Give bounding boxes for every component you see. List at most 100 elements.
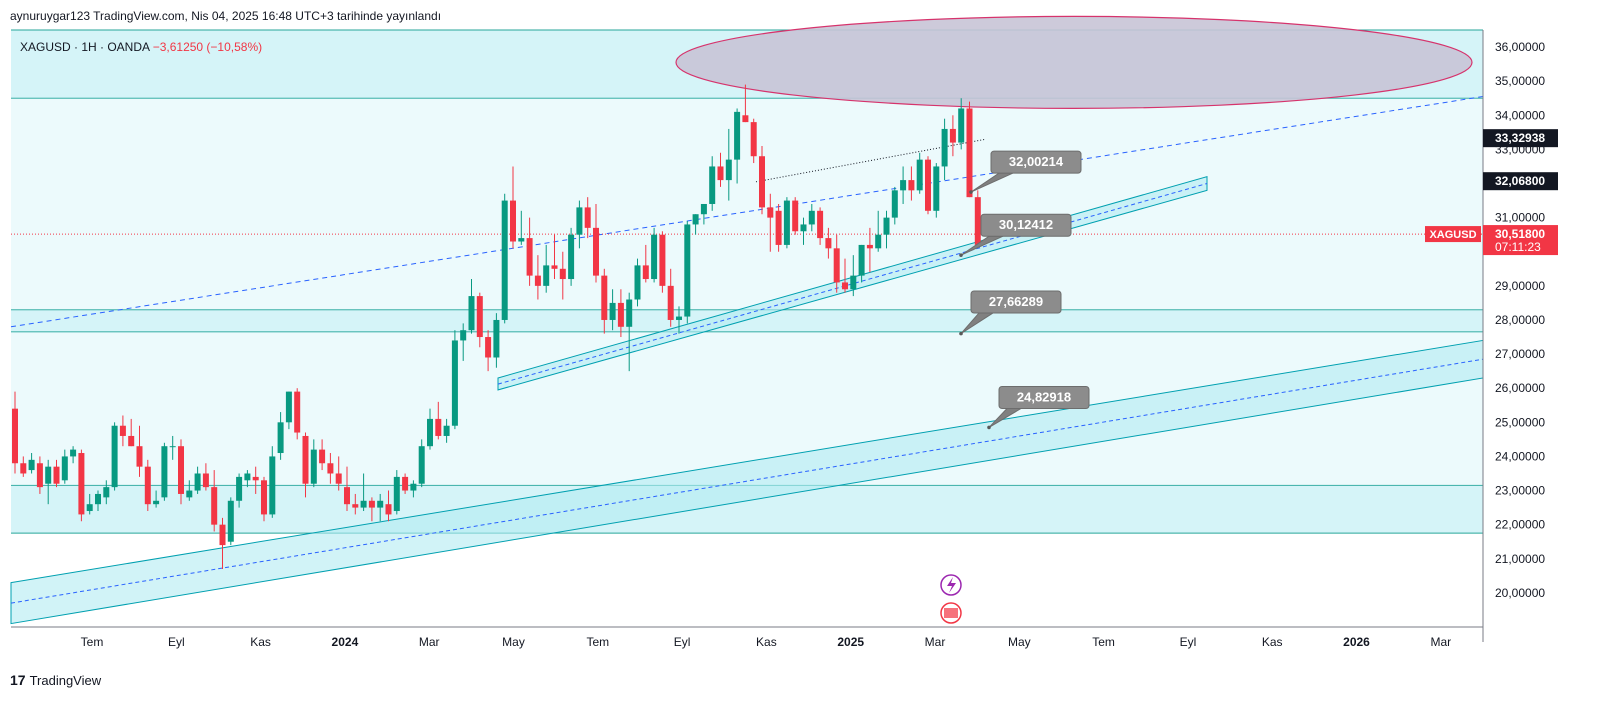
- candle[interactable]: [634, 258, 641, 307]
- candle[interactable]: [891, 186, 898, 225]
- candle[interactable]: [460, 323, 467, 361]
- candle[interactable]: [684, 221, 691, 324]
- candle[interactable]: [584, 197, 591, 239]
- candle[interactable]: [925, 156, 931, 215]
- candle[interactable]: [385, 490, 392, 522]
- candle[interactable]: [783, 197, 790, 249]
- candle[interactable]: [70, 446, 77, 464]
- chart-area[interactable]: 32,00214 30,12412 27,66289 24,82918 36,0000…: [10, 15, 1598, 649]
- candle[interactable]: [933, 163, 940, 218]
- candle[interactable]: [111, 422, 118, 491]
- candle[interactable]: [900, 166, 907, 204]
- candle[interactable]: [28, 453, 35, 474]
- candle[interactable]: [501, 193, 508, 324]
- candle[interactable]: [86, 493, 93, 515]
- candle[interactable]: [941, 118, 948, 181]
- candle[interactable]: [617, 289, 624, 338]
- price-callout[interactable]: 30,12412: [959, 213, 1072, 257]
- candle[interactable]: [244, 470, 251, 488]
- candle[interactable]: [136, 425, 143, 477]
- candle[interactable]: [20, 456, 27, 477]
- candle[interactable]: [202, 463, 209, 491]
- candle[interactable]: [717, 152, 724, 187]
- candle[interactable]: [808, 203, 815, 232]
- candle[interactable]: [468, 279, 475, 334]
- candle[interactable]: [344, 466, 350, 512]
- candle[interactable]: [443, 418, 450, 443]
- candle[interactable]: [310, 439, 317, 488]
- candle[interactable]: [842, 258, 848, 293]
- candle[interactable]: [211, 470, 218, 532]
- candle[interactable]: [252, 466, 259, 494]
- candle[interactable]: [958, 98, 965, 150]
- candle[interactable]: [219, 517, 226, 570]
- candle[interactable]: [36, 456, 43, 494]
- candle[interactable]: [659, 231, 666, 293]
- candle[interactable]: [45, 459, 52, 505]
- candle[interactable]: [302, 432, 309, 498]
- candle[interactable]: [128, 418, 135, 447]
- candle[interactable]: [526, 217, 533, 286]
- candle[interactable]: [402, 473, 409, 494]
- candle[interactable]: [850, 255, 857, 297]
- candle[interactable]: [236, 473, 243, 508]
- candle[interactable]: [775, 203, 782, 252]
- candle[interactable]: [534, 255, 541, 300]
- candle[interactable]: [651, 227, 658, 283]
- candle[interactable]: [194, 466, 201, 494]
- candle[interactable]: [833, 234, 840, 293]
- candle[interactable]: [676, 306, 682, 334]
- candle[interactable]: [493, 313, 500, 368]
- candle[interactable]: [800, 217, 807, 245]
- candle[interactable]: [817, 207, 824, 245]
- candle[interactable]: [227, 497, 234, 546]
- candle[interactable]: [974, 190, 981, 245]
- candle[interactable]: [642, 244, 649, 283]
- candle[interactable]: [485, 330, 492, 372]
- candle[interactable]: [559, 251, 566, 300]
- candle[interactable]: [435, 401, 442, 440]
- candle[interactable]: [767, 193, 774, 252]
- candle[interactable]: [269, 446, 276, 518]
- candle[interactable]: [144, 459, 151, 512]
- candle[interactable]: [667, 268, 674, 327]
- candle[interactable]: [792, 197, 799, 235]
- candle[interactable]: [510, 166, 516, 249]
- candle[interactable]: [78, 449, 85, 522]
- candle[interactable]: [95, 490, 101, 512]
- symbol-legend[interactable]: XAGUSD · 1H · OANDA −3,61250 (−10,58%): [20, 40, 262, 54]
- price-callout[interactable]: 27,66289: [959, 290, 1062, 336]
- candle[interactable]: [709, 156, 716, 211]
- footer-brand[interactable]: 17 TradingView: [10, 670, 101, 690]
- candle[interactable]: [410, 480, 417, 498]
- candle[interactable]: [742, 84, 749, 123]
- candle[interactable]: [169, 435, 176, 460]
- candles[interactable]: [12, 84, 981, 570]
- candle[interactable]: [626, 292, 633, 372]
- candle[interactable]: [393, 470, 400, 515]
- candle[interactable]: [277, 412, 284, 460]
- candle[interactable]: [750, 118, 757, 164]
- candle[interactable]: [908, 166, 915, 201]
- candle[interactable]: [949, 115, 956, 157]
- candle[interactable]: [319, 439, 326, 471]
- candle[interactable]: [601, 268, 608, 334]
- candle[interactable]: [327, 453, 334, 484]
- candle[interactable]: [759, 145, 765, 215]
- candle[interactable]: [476, 292, 483, 348]
- candle[interactable]: [725, 128, 732, 201]
- candle[interactable]: [866, 227, 873, 273]
- candle[interactable]: [335, 456, 342, 491]
- candle[interactable]: [12, 391, 18, 474]
- candle[interactable]: [186, 480, 193, 501]
- candle[interactable]: [734, 108, 741, 184]
- candle[interactable]: [451, 330, 458, 430]
- candle[interactable]: [916, 152, 923, 194]
- candle[interactable]: [858, 244, 865, 283]
- price-callout[interactable]: 24,82918: [987, 385, 1090, 430]
- candle[interactable]: [285, 391, 292, 430]
- candlestick-chart[interactable]: 32,00214 30,12412 27,66289 24,82918 36,0000…: [10, 15, 1600, 649]
- candle[interactable]: [360, 473, 367, 512]
- candle[interactable]: [825, 227, 832, 259]
- candle[interactable]: [883, 210, 890, 249]
